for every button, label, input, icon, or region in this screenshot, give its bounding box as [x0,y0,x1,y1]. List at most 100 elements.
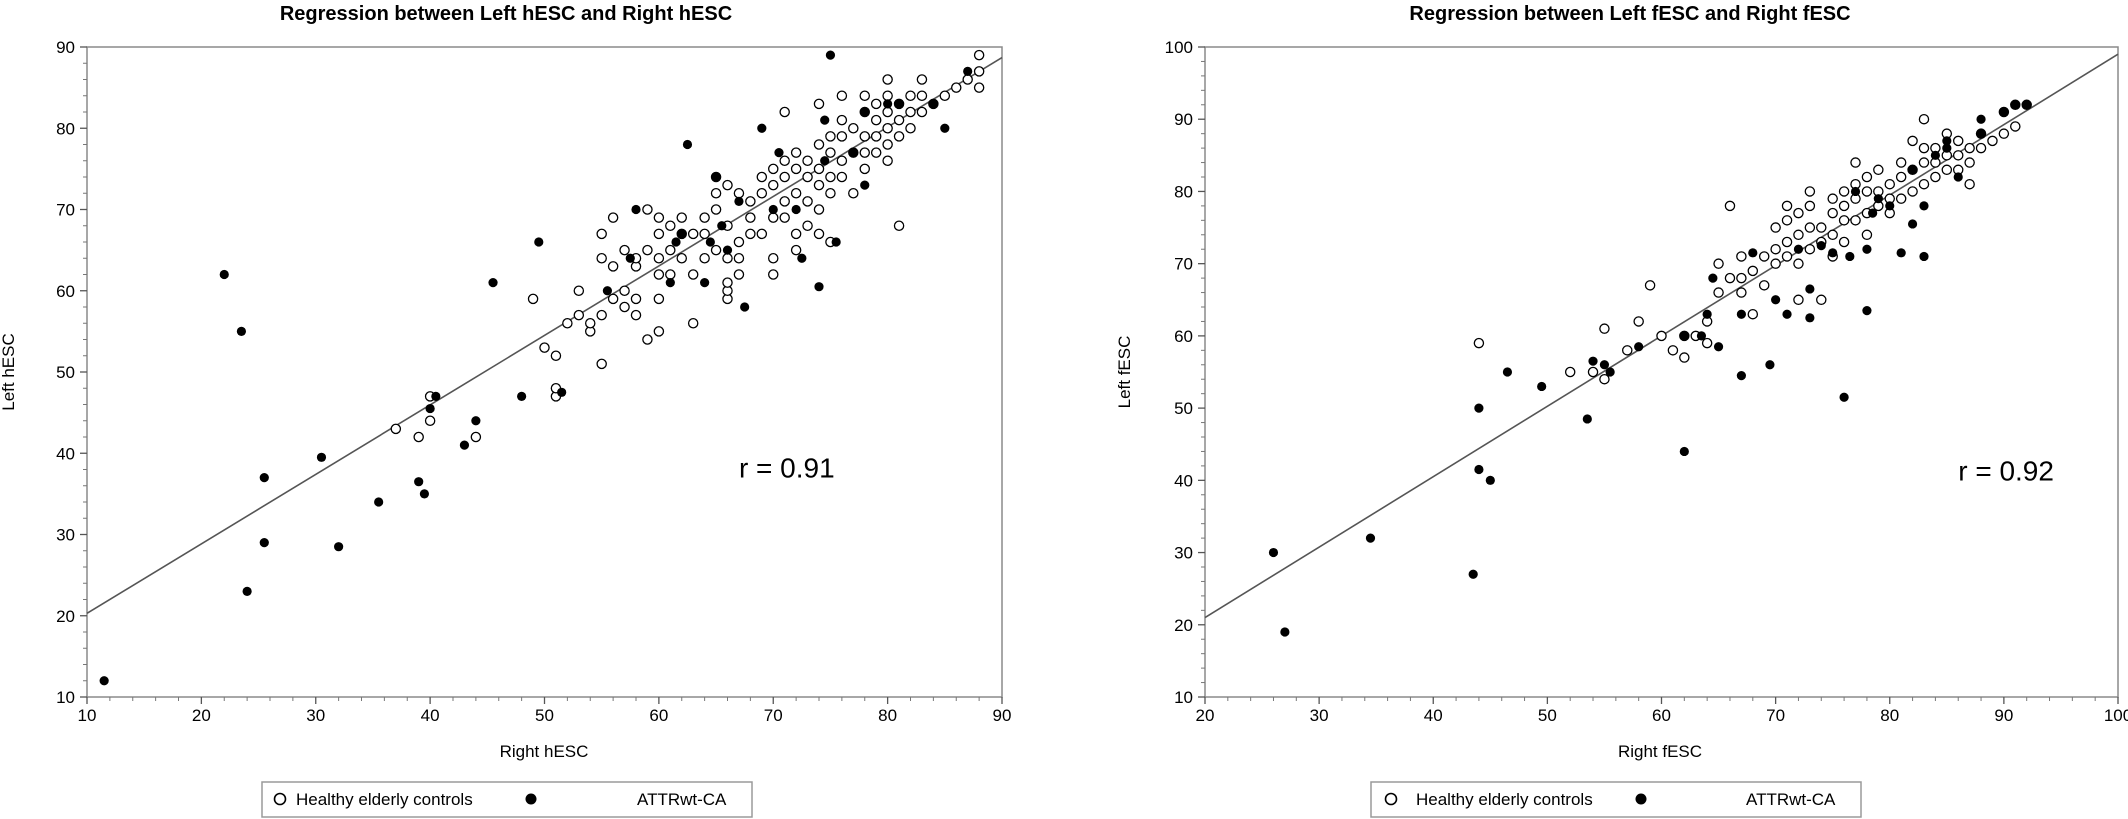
point-healthy-control [882,139,893,150]
legend: Healthy elderly controls ATTRwt-CA [261,781,753,818]
point-healthy-control [870,114,882,126]
point-healthy-control [1827,229,1838,241]
point-healthy-control [1804,186,1816,197]
point-attrwt-ca [1365,533,1376,543]
point-healthy-control [802,196,813,207]
point-healthy-control [1918,157,1930,168]
point-attrwt-ca [860,180,870,190]
point-attrwt-ca [1942,143,1952,153]
point-attrwt-ca [1771,295,1781,305]
point-attrwt-ca [1896,248,1906,258]
point-healthy-control [1679,352,1690,363]
point-attrwt-ca [711,172,721,182]
point-healthy-control [607,212,619,223]
point-healthy-control [779,212,790,223]
point-healthy-control [802,220,813,231]
y-tick-label: 40 [1174,471,1193,490]
legend-marker-open-circle [273,792,287,806]
point-healthy-control [1758,280,1770,291]
point-healthy-control [710,204,722,215]
point-attrwt-ca [1679,331,1689,341]
point-healthy-control [642,244,653,256]
point-healthy-control [1736,287,1747,298]
x-tick-label: 90 [1994,706,2013,725]
point-healthy-control [1758,251,1770,262]
point-attrwt-ca [242,586,252,596]
point-healthy-control [653,252,665,264]
point-healthy-control [813,228,825,240]
point-healthy-control [779,155,790,166]
point-healthy-control [1781,251,1793,262]
point-healthy-control [1907,135,1918,147]
point-healthy-control [1793,229,1804,241]
point-attrwt-ca [1679,446,1689,457]
point-attrwt-ca [1999,107,2009,117]
point-healthy-control [676,212,688,223]
point-healthy-control [848,123,859,134]
point-healthy-control [1781,215,1793,226]
left-fesc-chart: Regression between Left fESC and Right f… [1115,3,2128,818]
point-attrwt-ca [1582,414,1592,424]
point-healthy-control [779,196,790,207]
point-healthy-control [859,147,871,158]
x-tick-label: 40 [421,706,440,725]
y-tick-label: 70 [56,201,75,220]
x-tick-label: 30 [1310,706,1329,725]
point-healthy-control [1873,164,1884,176]
point-attrwt-ca [671,237,681,247]
point-healthy-control [893,131,905,142]
point-healthy-control [630,309,642,321]
point-healthy-control [1987,135,1998,147]
point-healthy-control [916,106,928,118]
point-healthy-control [585,317,596,329]
point-healthy-control [973,49,985,61]
point-attrwt-ca [1919,251,1929,262]
point-attrwt-ca [2022,100,2032,110]
chart-title: Regression between Left hESC and Right h… [280,3,732,25]
y-tick-label: 50 [56,363,75,382]
point-attrwt-ca [259,538,269,548]
point-healthy-control [790,147,802,158]
point-healthy-control [973,66,985,77]
point-healthy-control [790,244,802,256]
point-attrwt-ca [814,282,824,292]
y-tick-label: 60 [56,282,75,301]
point-attrwt-ca [1474,464,1484,475]
point-healthy-control [1793,207,1804,219]
point-healthy-control [882,74,893,85]
point-healthy-control [1964,142,1975,154]
point-attrwt-ca [1907,219,1918,229]
point-healthy-control [573,309,585,321]
point-healthy-control [653,269,665,280]
point-attrwt-ca [705,237,715,247]
point-healthy-control [722,252,733,264]
point-attrwt-ca [963,66,973,76]
point-attrwt-ca [1845,251,1855,262]
point-healthy-control [870,131,882,142]
point-healthy-control [768,212,779,223]
point-healthy-control [745,228,756,240]
y-tick-label: 20 [1174,616,1193,635]
point-attrwt-ca [1976,129,1986,139]
point-healthy-control [1804,243,1816,255]
y-axis-label: Left fESC [1115,336,1134,409]
point-attrwt-ca [848,148,858,158]
point-healthy-control [756,228,768,240]
point-attrwt-ca [894,99,904,109]
point-healthy-control [836,171,848,183]
point-attrwt-ca [219,269,229,280]
point-healthy-control [836,131,848,142]
point-healthy-control [1907,186,1918,197]
point-healthy-control [596,228,607,240]
point-healthy-control [424,415,436,426]
x-tick-label: 30 [306,706,325,725]
point-healthy-control [836,114,848,126]
chart-title: Regression between Left fESC and Right f… [1409,3,1850,25]
point-healthy-control [733,187,745,199]
y-tick-label: 20 [56,607,75,626]
point-healthy-control [768,163,779,175]
points-layer [99,49,985,686]
point-attrwt-ca [1696,331,1707,341]
point-attrwt-ca [940,123,950,133]
point-attrwt-ca [374,497,384,507]
